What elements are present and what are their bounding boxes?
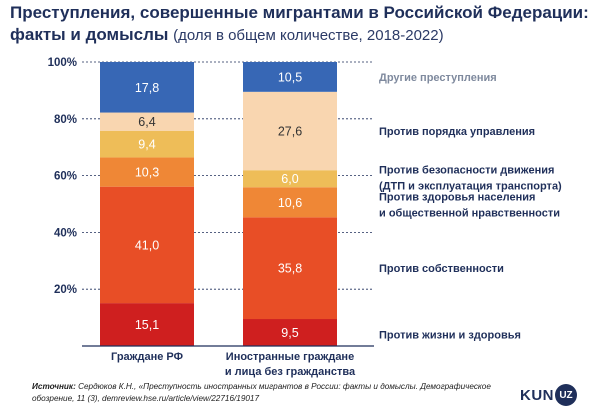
bar-segment: [100, 62, 194, 113]
bar-segment: [100, 186, 194, 304]
bar-value-label: 6,4: [138, 115, 155, 129]
bar-segment: [100, 130, 194, 158]
logo-badge: UZ: [555, 384, 577, 406]
bar-value-label: 6,0: [281, 172, 298, 186]
bar-value-label: 10,5: [278, 70, 302, 84]
stacked-bar-chart: 20% 40% 60% 80% 100% 15,1 41,0 10,3 9,4 6,4 17,8 9,…: [48, 57, 562, 378]
legend-label-line: Против безопасности движения: [379, 165, 554, 177]
category-label-line: Граждане РФ: [111, 351, 183, 363]
bar-segment: [243, 170, 337, 188]
legend-label: Против безопасности движения (ДТП и экспл…: [379, 165, 562, 193]
bar-value-label: 10,6: [278, 196, 302, 210]
legend-label-line: и общественной нравственности: [379, 207, 560, 219]
legend-label-line: Против порядка управления: [379, 126, 535, 138]
legend-label: Против собственности: [379, 263, 504, 275]
source-text: Сердюков К.Н., «Преступность иностранных…: [32, 382, 491, 403]
category-label-line: и лица без гражданства: [225, 366, 356, 378]
legend-label: Против здоровья населения и общественной …: [379, 191, 560, 219]
bar-value-label: 9,4: [138, 138, 155, 152]
bar-segment: [243, 187, 337, 218]
y-tick-label: 20%: [54, 284, 77, 296]
bar-segment: [243, 217, 337, 320]
bar-value-label: 17,8: [135, 81, 159, 95]
y-tick-label: 80%: [54, 114, 77, 126]
y-tick-label: 40%: [54, 227, 77, 239]
chart-title: Преступления, совершенные мигрантами в Р…: [10, 2, 595, 47]
bar-segment: [243, 91, 337, 171]
legend-label: Против порядка управления: [379, 126, 535, 138]
y-tick-label: 60%: [54, 171, 77, 183]
bar-value-label: 41,0: [135, 238, 159, 252]
bar-segment: [243, 62, 337, 92]
bar-segment: [100, 157, 194, 187]
category-label-line: Иностранные граждане: [226, 351, 354, 363]
legend-label-line: (ДТП и эксплуатация транспорта): [379, 181, 562, 193]
title-subtitle: (доля в общем количестве, 2018-2022): [173, 27, 444, 44]
bar-segment: [100, 112, 194, 131]
legend-label-line: Против собственности: [379, 263, 504, 275]
bar-value-label: 10,3: [135, 166, 159, 180]
category-label: Иностранные граждане и лица без гражданст…: [225, 351, 356, 378]
category-label: Граждане РФ: [111, 351, 183, 363]
kun-uz-logo: KUN UZ: [520, 384, 577, 406]
bar-value-label: 35,8: [278, 262, 302, 276]
y-tick-label: 100%: [48, 57, 77, 69]
legend-label: Другие преступления: [379, 72, 497, 84]
bar-segment: [100, 303, 194, 346]
legend-label-line: Против здоровья населения: [379, 191, 535, 203]
legend-label-line: Против жизни и здоровья: [379, 330, 521, 342]
bar-value-label: 15,1: [135, 318, 159, 332]
bar-value-label: 9,5: [281, 326, 298, 340]
logo-text: KUN: [520, 386, 554, 404]
source-note: Источник: Сердюков К.Н., «Преступность и…: [32, 381, 502, 405]
legend-label: Против жизни и здоровья: [379, 330, 521, 342]
bar-value-label: 27,6: [278, 125, 302, 139]
legend-label-line: Другие преступления: [379, 72, 497, 84]
bar-segment: [243, 319, 337, 346]
source-label: Источник:: [32, 382, 76, 391]
title-main: Преступления, совершенные мигрантами в Р…: [10, 3, 589, 44]
